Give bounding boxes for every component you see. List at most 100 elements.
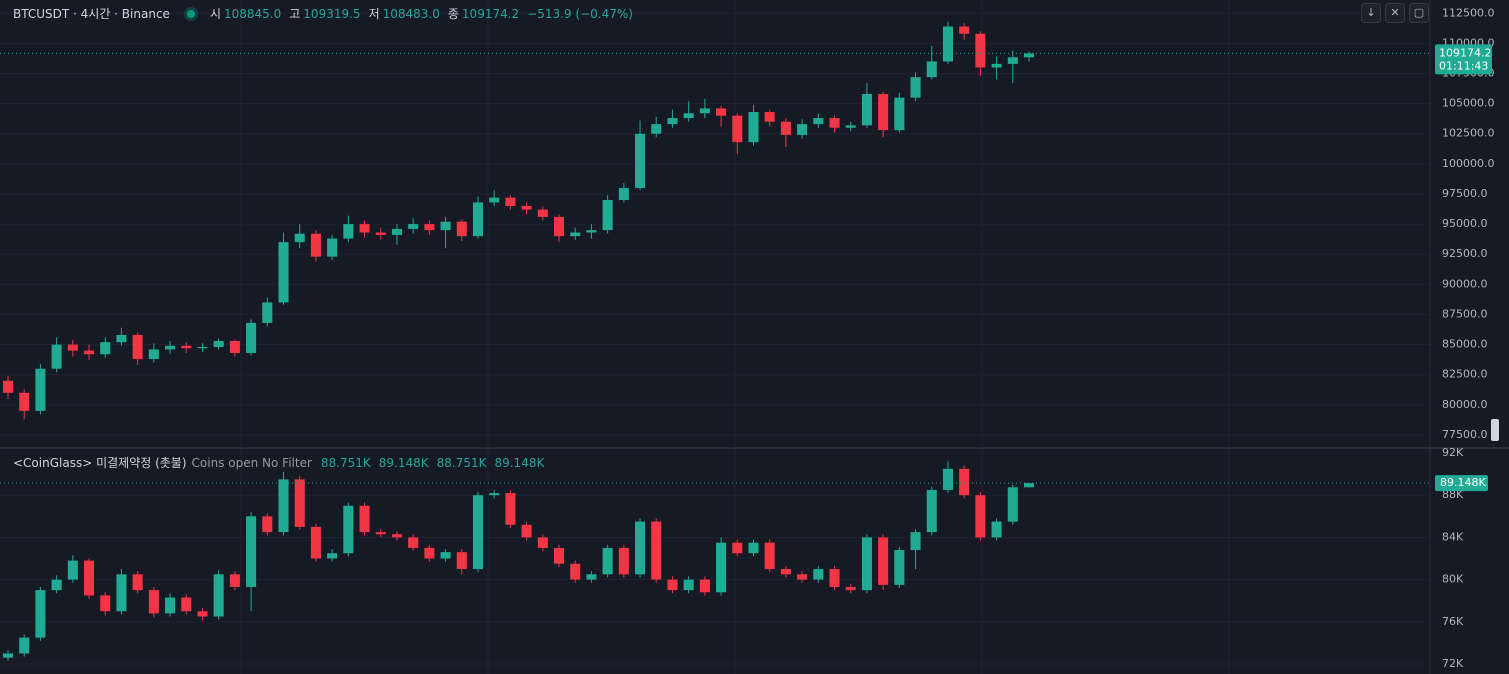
indicator-low: 88.751K [436, 455, 487, 470]
candle-body [910, 532, 921, 551]
candle-body [602, 547, 613, 575]
y-tick-label: 82500.0 [1442, 368, 1488, 381]
last-value-box [1435, 475, 1488, 492]
candle-body [132, 574, 143, 591]
candle-body [878, 93, 889, 131]
candle-body [797, 574, 808, 580]
candle-body [764, 112, 775, 122]
candle-body [570, 563, 581, 580]
y-tick-label: 92K [1442, 446, 1464, 459]
candle-body [716, 108, 727, 116]
open-name: 시 [209, 7, 221, 21]
close-value: 109174.2 [461, 6, 520, 21]
candle-body [797, 124, 808, 135]
close-name: 종 [447, 7, 459, 21]
y-tick-label: 90000.0 [1442, 277, 1488, 290]
status-dot [186, 9, 195, 18]
candle-body [635, 133, 646, 188]
candle-body [942, 26, 953, 62]
candle-body [1007, 57, 1018, 64]
candle-body [148, 349, 159, 360]
candle-body [991, 63, 1002, 68]
candle-body [132, 334, 143, 360]
candle-body [586, 230, 597, 233]
candle-body [262, 516, 273, 533]
y-tick-label: 76K [1442, 615, 1464, 628]
y-tick-label: 92500.0 [1442, 247, 1488, 260]
candle-body [878, 537, 889, 585]
indicator-close: 89.148K [494, 455, 545, 470]
candle-body [359, 224, 370, 233]
indicator-open: 88.751K [320, 455, 371, 470]
candle-body [165, 345, 176, 350]
candle-body [716, 542, 727, 593]
y-tick-label: 77500.0 [1442, 428, 1488, 441]
candle-body [699, 108, 710, 114]
candle-body [294, 233, 305, 243]
candle-body [391, 534, 402, 538]
candle-body [148, 590, 159, 614]
y-tick-label: 88K [1442, 488, 1464, 501]
maximize-button[interactable]: ▢ [1409, 3, 1429, 23]
candle-body [343, 505, 354, 554]
candle-body [537, 209, 548, 217]
candle-body [667, 118, 678, 125]
candle-body [408, 224, 419, 229]
indicator-title: <CoinGlass> 미결제약정 (촛불) [13, 456, 187, 470]
candle-body [375, 532, 386, 535]
y-tick-label: 95000.0 [1442, 217, 1488, 230]
candle-body [926, 489, 937, 533]
candle-body [926, 61, 937, 78]
candle-body [310, 233, 321, 257]
candle-body [813, 118, 824, 125]
candle-body [586, 574, 597, 580]
candle-body [618, 187, 629, 201]
symbol-title: BTCUSDT · 4시간 · Binance [13, 7, 170, 21]
candle-body [861, 93, 872, 126]
candle-body [748, 542, 759, 554]
candle-body [991, 521, 1002, 538]
scroll-handle[interactable] [1491, 419, 1499, 441]
candle-body [359, 505, 370, 533]
candle-body [67, 344, 78, 351]
candle-body [84, 350, 95, 355]
candle-body [310, 526, 321, 559]
candle-body [602, 200, 613, 231]
candle-body [959, 26, 970, 34]
candle-body [181, 597, 192, 612]
candle-body [845, 586, 856, 591]
candle-body [521, 524, 532, 538]
high-name: 고 [289, 7, 301, 21]
y-tick-label: 102500.0 [1442, 127, 1495, 140]
candle-body [424, 547, 435, 559]
candle-body [635, 521, 646, 575]
indicator-subtitle: Coins open No Filter [191, 455, 312, 470]
candle-body [570, 232, 581, 237]
candle-body [1007, 487, 1018, 522]
candle-body [780, 121, 791, 135]
candle-body [732, 542, 743, 554]
candle-body [942, 468, 953, 490]
candle-body [246, 322, 257, 354]
move-down-button[interactable]: ↓ [1361, 3, 1381, 23]
candle-body [845, 125, 856, 128]
candle-body [975, 495, 986, 538]
candle-body [618, 547, 629, 575]
candle-body [829, 118, 840, 128]
candle-body [440, 221, 451, 231]
collapse-button[interactable]: ✕ [1385, 3, 1405, 23]
open-value: 108845.0 [223, 6, 282, 21]
candle-body [327, 553, 338, 559]
candle-body [894, 97, 905, 131]
candle-body [213, 574, 224, 617]
candle-body [19, 637, 30, 654]
candle-body [1023, 483, 1035, 488]
candle-body [732, 115, 743, 143]
y-tick-label: 85000.0 [1442, 338, 1488, 351]
countdown-label: 01:11:43 [1439, 59, 1488, 72]
candle-body [829, 569, 840, 587]
last-price-box [1435, 44, 1492, 75]
